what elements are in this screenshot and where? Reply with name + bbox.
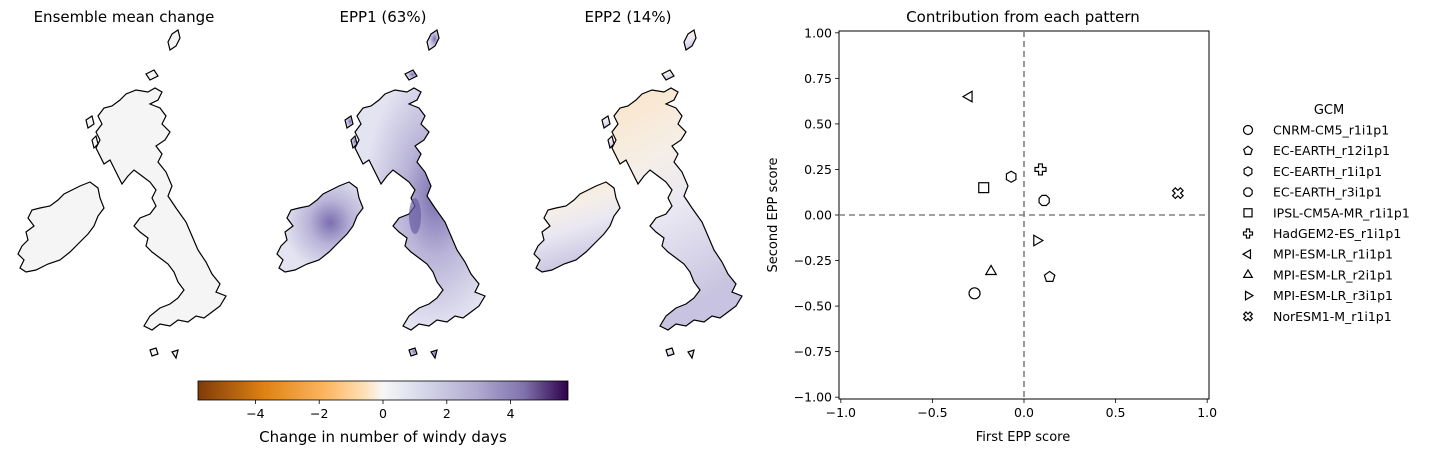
x-axis-label: First EPP score: [976, 430, 1070, 445]
legend-marker-plus: [1242, 228, 1254, 239]
x-tick-label: −0.5: [917, 405, 947, 420]
legend-title: GCM: [1314, 103, 1344, 118]
epp1-hotspot: [409, 198, 421, 234]
legend-label: MPI-ESM-LR_r3i1p1: [1273, 288, 1393, 303]
legend-item: MPI-ESM-LR_r1i1p1: [1241, 247, 1393, 262]
legend-marker-square: [1243, 208, 1253, 218]
legend-label: EC-EARTH_r12i1p1: [1273, 143, 1390, 158]
legend-item: MPI-ESM-LR_r3i1p1: [1244, 288, 1393, 303]
legend-marker-pentagon: [1243, 145, 1253, 155]
scatter-point-pentagon: [1043, 270, 1056, 282]
scatter-points: [961, 90, 1184, 300]
legend: GCM CNRM-CM5_r1i1p1 EC-EARTH_r12i1p1 EC-EA…: [1241, 103, 1410, 324]
scatter-point-square: [978, 182, 990, 194]
legend-item: EC-EARTH_r3i1p1: [1243, 185, 1382, 200]
legend-items: CNRM-CM5_r1i1p1 EC-EARTH_r12i1p1 EC-EARTH_…: [1241, 123, 1410, 324]
scatter-point-circle: [968, 287, 981, 300]
scatter-point-hexagon: [1005, 170, 1017, 183]
legend-label: IPSL-CM5A-MR_r1i1p1: [1273, 205, 1410, 220]
legend-item: HadGEM2-ES_r1i1p1: [1242, 226, 1401, 241]
y-tick-label: −0.25: [794, 253, 832, 268]
x-tick-label: 0.0: [1014, 405, 1034, 420]
legend-item: CNRM-CM5_r1i1p1: [1242, 123, 1389, 138]
legend-marker-circle: [1242, 124, 1254, 136]
legend-label: MPI-ESM-LR_r2i1p1: [1273, 267, 1393, 282]
scatter-plot: Contribution from each pattern −1.0 −0.5 0…: [766, 8, 1217, 445]
uk-map-shape: [533, 29, 743, 359]
legend-marker-octagon: [1243, 187, 1253, 197]
legend-item: IPSL-CM5A-MR_r1i1p1: [1243, 205, 1410, 220]
legend-marker-hexagon: [1243, 166, 1253, 177]
legend-label: HadGEM2-ES_r1i1p1: [1273, 226, 1401, 241]
legend-item: NorESM1-M_r1i1p1: [1242, 309, 1392, 324]
colorbar-tick-label: 0: [379, 406, 387, 421]
y-tick-label: 0.50: [804, 116, 832, 131]
legend-label: CNRM-CM5_r1i1p1: [1273, 123, 1389, 138]
colorbar-tick-label: −2: [310, 406, 328, 421]
legend-marker-triangle-up: [1242, 268, 1254, 278]
colorbar-gradient: [197, 380, 569, 401]
scatter-title: Contribution from each pattern: [906, 8, 1140, 26]
legend-label: EC-EARTH_r3i1p1: [1273, 185, 1382, 200]
y-tick-label: 0.00: [804, 208, 832, 223]
scatter-point-octagon: [1038, 194, 1050, 207]
map-panel-epp2: EPP2 (14%): [533, 8, 743, 359]
x-axis-ticks: −1.0 −0.5 0.0 0.5 1.0: [826, 399, 1217, 420]
scatter-point-triangle-left: [961, 90, 973, 103]
x-tick-label: 1.0: [1197, 405, 1217, 420]
x-tick-label: −1.0: [826, 405, 856, 420]
colorbar-label: Change in number of windy days: [259, 428, 507, 446]
legend-marker-triangle-right: [1244, 290, 1255, 301]
colorbar-tick-label: −4: [246, 406, 264, 421]
legend-label: EC-EARTH_r1i1p1: [1273, 164, 1382, 179]
y-tick-label: −1.00: [794, 390, 832, 405]
y-tick-label: 0.25: [804, 162, 832, 177]
legend-marker-triangle-left: [1241, 248, 1252, 260]
colorbar-tick-label: 2: [443, 406, 451, 421]
scatter-point-triangle-up: [984, 264, 998, 276]
uk-map-shape: [276, 29, 486, 359]
legend-item: MPI-ESM-LR_r2i1p1: [1242, 267, 1393, 282]
colorbar-tick-label: 4: [507, 406, 515, 421]
reference-lines: [839, 31, 1209, 399]
legend-label: MPI-ESM-LR_r1i1p1: [1273, 247, 1393, 262]
map-panel-epp1: EPP1 (63%): [276, 8, 486, 359]
uk-map-shape: [17, 29, 227, 359]
y-tick-label: −0.75: [794, 344, 832, 359]
map-panel-ensemble-mean: Ensemble mean change: [17, 8, 227, 359]
y-axis-label: Second EPP score: [766, 158, 781, 273]
scatter-point-triangle-right: [1033, 234, 1045, 247]
legend-label: NorESM1-M_r1i1p1: [1273, 309, 1392, 324]
map-title-epp2: EPP2 (14%): [585, 8, 672, 26]
y-axis-ticks: 1.00 0.75 0.50 0.25 0.00 −0.25 −0.50 −0.75 −1.00: [794, 25, 839, 405]
map-title-epp1: EPP1 (63%): [340, 8, 427, 26]
x-tick-label: 0.5: [1106, 405, 1126, 420]
colorbar: −4 −2 0 2 4 Change in number of windy days: [197, 380, 569, 446]
legend-item: EC-EARTH_r12i1p1: [1243, 143, 1390, 158]
colorbar-ticks: −4 −2 0 2 4: [246, 400, 515, 421]
map-title-ensemble-mean: Ensemble mean change: [34, 8, 215, 26]
y-tick-label: 0.75: [804, 71, 832, 86]
legend-marker-x-filled: [1242, 311, 1254, 322]
scatter-point-plus: [1034, 163, 1047, 176]
y-tick-label: 1.00: [804, 25, 832, 40]
legend-item: EC-EARTH_r1i1p1: [1243, 164, 1382, 179]
y-tick-label: −0.50: [794, 299, 832, 314]
scatter-point-x-filled: [1171, 187, 1184, 200]
